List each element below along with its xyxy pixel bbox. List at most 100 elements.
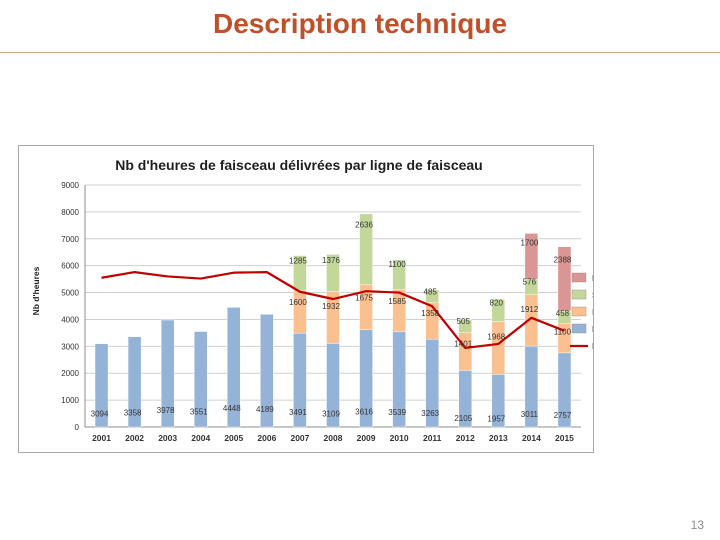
y-tick-label: 5000: [61, 289, 79, 298]
legend-swatch: [571, 306, 587, 317]
legend-swatch: [571, 323, 587, 334]
data-label: 2757: [554, 411, 572, 420]
page-number: 13: [690, 518, 704, 532]
bar-segment: [491, 299, 506, 322]
data-label: 3011: [521, 410, 539, 419]
data-label: 2636: [355, 220, 373, 229]
bar-segment: [293, 289, 307, 334]
data-label: 1401: [454, 339, 472, 348]
data-label: 485: [424, 288, 438, 297]
x-tick-label: 2014: [522, 433, 541, 443]
data-label: 1932: [322, 302, 340, 311]
y-tick-label: 1000: [61, 396, 79, 405]
data-label: 1957: [487, 415, 505, 424]
bar-segment: [425, 289, 439, 303]
data-label: 1675: [355, 293, 373, 302]
data-label: 3491: [289, 408, 307, 417]
x-tick-label: 2013: [489, 433, 508, 443]
bar-segment: [127, 336, 142, 428]
data-label: 3109: [322, 410, 340, 419]
line-fonctionnement: [101, 271, 565, 350]
data-label: 2388: [554, 256, 572, 265]
y-tick-label: 6000: [61, 262, 79, 271]
data-label: 1912: [521, 305, 539, 314]
bar-segment: [392, 259, 406, 290]
data-label: 4189: [256, 405, 274, 414]
x-tick-label: 2011: [423, 433, 442, 443]
y-tick-label: 3000: [61, 342, 79, 351]
bar-segment: [326, 254, 340, 292]
legend-label: SME: [592, 291, 593, 300]
y-tick-label: 8000: [61, 208, 79, 217]
data-label: 3094: [91, 410, 109, 419]
data-label: 1585: [388, 297, 406, 306]
x-tick-label: 2003: [158, 433, 177, 443]
x-axis-ticks: 2001 2002 2003 2004 2005 2006 2007 2008 2009 2010…: [92, 433, 574, 443]
bar-segment: [458, 318, 472, 333]
y-tick-label: 7000: [61, 235, 79, 244]
chart-frame: Nb d'heures de faisceau délivrées par li…: [18, 145, 594, 453]
x-tick-label: 2015: [555, 433, 574, 443]
bar-segment: [260, 314, 274, 428]
x-tick-label: 2008: [324, 433, 343, 443]
bar-segment: [557, 246, 572, 312]
y-axis-ticks: 0 1000 2000 3000 4000 5000 6000 7000 8000 9000: [61, 181, 79, 432]
data-label: 505: [457, 317, 471, 326]
stacked-bar-chart: Nb d'heures de faisceau délivrées par li…: [31, 157, 593, 443]
data-label: 1968: [487, 332, 505, 341]
x-tick-label: 2010: [390, 433, 409, 443]
data-label: 576: [523, 277, 537, 286]
x-tick-label: 2012: [456, 433, 475, 443]
legend-swatch: [571, 272, 587, 283]
bar-segment: [227, 307, 241, 428]
bar-segment: [194, 331, 208, 428]
line-series: [101, 271, 565, 350]
legend-label: Faisceau pilote: [592, 325, 593, 334]
bar-segment: [524, 233, 539, 280]
y-tick-label: 9000: [61, 181, 79, 190]
y-tick-label: 0: [75, 423, 80, 432]
x-tick-label: 2001: [92, 433, 111, 443]
bar-segment: [359, 213, 373, 285]
data-label: 3616: [355, 407, 373, 416]
data-label: 1100: [554, 328, 572, 337]
data-label: 3978: [157, 406, 175, 415]
x-tick-label: 2002: [125, 433, 144, 443]
x-tick-label: 2009: [357, 433, 376, 443]
y-tick-label: 4000: [61, 315, 79, 324]
data-label: 1700: [521, 239, 539, 248]
data-label: 3539: [388, 408, 406, 417]
y-axis-label: Nb d'heures: [31, 266, 41, 315]
bar-segment: [160, 319, 175, 428]
data-label: 4448: [223, 404, 241, 413]
x-tick-label: 2005: [224, 433, 243, 443]
data-label: 1100: [389, 260, 407, 269]
data-label: 1358: [421, 309, 439, 318]
data-labels: 3094 3358 3978 3551 4448 4189 3491 1600 1285 3109…: [91, 220, 572, 423]
data-label: 2105: [454, 414, 472, 423]
data-label: 1376: [322, 256, 340, 265]
data-label: 3263: [421, 409, 439, 418]
y-tick-label: 2000: [61, 369, 79, 378]
bar-segment: [491, 321, 506, 375]
legend-swatch: [571, 289, 587, 300]
legend: Hall D (LIII et LIIIL) SME IRRSUD Faisceau …: [570, 272, 593, 351]
bars: [94, 213, 572, 428]
x-tick-label: 2007: [290, 433, 309, 443]
data-label: 820: [490, 299, 504, 308]
chart-title: Nb d'heures de faisceau délivrées par li…: [115, 157, 482, 173]
bar-segment: [293, 255, 307, 291]
data-label: 1600: [289, 298, 307, 307]
bar-segment: [94, 343, 109, 428]
slide-title: Description technique: [212, 8, 508, 39]
title-divider: [0, 52, 720, 53]
legend-label: Fonctionnement: [592, 342, 593, 351]
x-tick-label: 2004: [191, 433, 210, 443]
x-tick-label: 2006: [257, 433, 276, 443]
legend-label: IRRSUD: [592, 308, 593, 317]
data-label: 458: [556, 309, 570, 318]
data-label: 3551: [190, 408, 208, 417]
data-label: 1285: [289, 257, 307, 266]
data-label: 3358: [124, 409, 142, 418]
legend-label: Hall D (LIII et LIIIL): [592, 274, 593, 283]
